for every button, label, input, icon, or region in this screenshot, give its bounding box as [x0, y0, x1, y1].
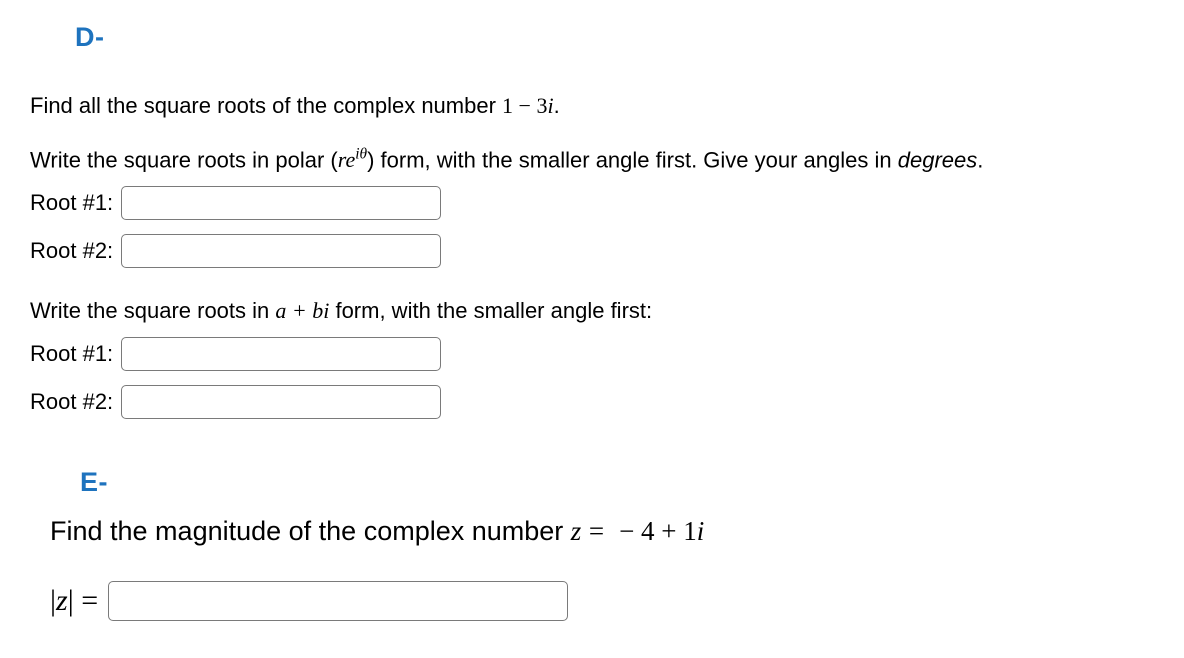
polar-text-prefix: Write the square roots in polar ( — [30, 147, 338, 172]
e-complex-value: − 4 + 1i — [619, 516, 704, 546]
section-e: E- Find the magnitude of the complex num… — [50, 467, 1154, 621]
equals-sign: = — [589, 516, 604, 546]
polar-root2-label: Root #2: — [30, 238, 113, 264]
polar-root1-row: Root #1: — [30, 186, 1154, 220]
abi-root1-input[interactable] — [121, 337, 441, 371]
abi-form: a + bi — [275, 298, 329, 323]
degrees-word: degrees — [898, 147, 978, 172]
abi-text-prefix: Write the square roots in — [30, 298, 275, 323]
abi-root2-row: Root #2: — [30, 385, 1154, 419]
magnitude-input[interactable] — [108, 581, 568, 621]
polar-form: reiθ — [338, 147, 367, 172]
polar-root2-row: Root #2: — [30, 234, 1154, 268]
polar-instruction: Write the square roots in polar (reiθ) f… — [30, 144, 1154, 176]
e-prompt-prefix: Find the magnitude of the complex number — [50, 516, 571, 546]
section-e-prompt: Find the magnitude of the complex number… — [50, 516, 1154, 547]
complex-number: 1 − 3i — [502, 93, 554, 118]
abi-root2-label: Root #2: — [30, 389, 113, 415]
polar-root1-input[interactable] — [121, 186, 441, 220]
magnitude-label: |z| = — [50, 584, 98, 618]
abi-text-suffix: form, with the smaller angle first: — [329, 298, 652, 323]
abi-root1-row: Root #1: — [30, 337, 1154, 371]
section-d-prompt: Find all the square roots of the complex… — [30, 91, 1154, 122]
section-d: D- Find all the square roots of the comp… — [30, 22, 1154, 419]
polar-text-mid: ) form, with the smaller angle first. Gi… — [367, 147, 898, 172]
abi-root2-input[interactable] — [121, 385, 441, 419]
magnitude-row: |z| = — [50, 581, 1154, 621]
abi-root1-label: Root #1: — [30, 341, 113, 367]
prompt-suffix: . — [554, 93, 560, 118]
abi-instruction: Write the square roots in a + bi form, w… — [30, 296, 1154, 327]
polar-root1-label: Root #1: — [30, 190, 113, 216]
polar-period: . — [977, 147, 983, 172]
section-d-header: D- — [75, 22, 1154, 53]
prompt-text: Find all the square roots of the complex… — [30, 93, 502, 118]
section-e-header: E- — [80, 467, 1154, 498]
z-equals: z — [571, 516, 582, 546]
polar-root2-input[interactable] — [121, 234, 441, 268]
